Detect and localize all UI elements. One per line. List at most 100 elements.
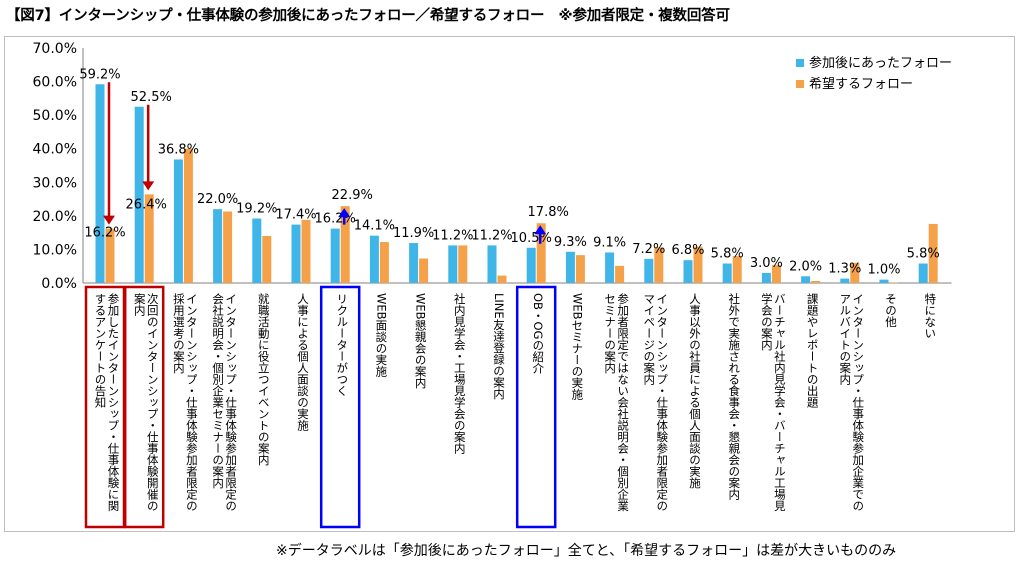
bar-actual-follow xyxy=(448,245,458,283)
bar-desired-follow xyxy=(379,242,389,283)
category-label: 課題やレポートの出題 xyxy=(806,292,820,409)
bar-desired-follow xyxy=(732,256,742,283)
category-label: するアンケートの告知 xyxy=(94,293,108,409)
bar-desired-follow xyxy=(693,246,703,283)
data-label-actual: 36.8% xyxy=(158,142,199,157)
category-label: バーチャル社内見学会・バーチャル工場見 xyxy=(773,293,787,512)
bar-actual-follow xyxy=(840,278,850,283)
data-label-actual: 59.2% xyxy=(79,67,120,82)
data-label-desired: 17.8% xyxy=(528,205,569,220)
data-label-actual: 14.1% xyxy=(354,219,395,234)
bar-actual-follow xyxy=(291,224,301,283)
data-label-actual: 3.0% xyxy=(750,256,783,271)
highlight-box xyxy=(319,285,361,529)
bar-desired-follow xyxy=(458,245,468,283)
bar-actual-follow xyxy=(252,218,262,283)
bar-actual-follow xyxy=(134,106,144,283)
bar-actual-follow xyxy=(722,263,732,283)
bar-desired-follow xyxy=(928,223,938,283)
bar-actual-follow xyxy=(526,247,536,283)
bar-desired-follow xyxy=(105,228,115,283)
data-label-actual: 22.0% xyxy=(197,192,238,207)
data-label-actual: 17.4% xyxy=(275,208,316,223)
category-label: WEB面談の実施 xyxy=(374,293,388,378)
y-tick-label: 40.0% xyxy=(33,142,77,158)
chart-title: 【図7】インターンシップ・仕事体験の参加後にあったフォロー／希望するフォロー ※… xyxy=(6,8,730,24)
y-tick-label: 60.0% xyxy=(33,75,77,91)
bar-actual-follow xyxy=(409,243,419,283)
category-label: OB・OGの紹介 xyxy=(531,293,545,374)
data-label-actual: 9.3% xyxy=(554,235,587,250)
category-label: アルバイトの案内 xyxy=(838,293,852,386)
category-label: 次回のインターンシップ・仕事体験開催の xyxy=(146,292,160,511)
arrow-up-head xyxy=(338,208,351,218)
category-label: 学会の案内 xyxy=(760,292,774,351)
category-label: 案内 xyxy=(133,292,147,317)
bar-desired-follow xyxy=(419,258,429,283)
category-label: インターンシップ・仕事体験参加者限定の xyxy=(185,293,199,512)
bar-desired-follow xyxy=(262,236,272,283)
data-label-actual: 5.8% xyxy=(907,247,940,262)
bar-actual-follow xyxy=(605,252,615,283)
bar-actual-follow xyxy=(565,251,575,283)
bar-actual-follow xyxy=(918,263,928,283)
bar-desired-follow xyxy=(183,148,193,283)
data-label-desired: 16.2% xyxy=(84,226,125,241)
category-label: 採用選考の案内 xyxy=(172,293,186,374)
category-label: 参加者限定ではない会社説明会・個別企業 xyxy=(616,292,630,511)
data-label-actual: 5.8% xyxy=(711,247,744,262)
arrow-down-head xyxy=(142,181,155,191)
bar-desired-follow xyxy=(340,206,350,283)
bar-desired-follow xyxy=(850,262,860,283)
bar-actual-follow xyxy=(369,235,379,283)
bar-desired-follow xyxy=(654,247,664,283)
y-tick-label: 10.0% xyxy=(33,242,77,258)
legend-label: 参加後にあったフォロー xyxy=(809,55,952,71)
bar-actual-follow xyxy=(801,276,811,283)
chart-frame: 0.0% 10.0% 20.0% 30.0% 40.0% 50.0% 60.0% 70.0% 5… xyxy=(4,36,1015,532)
y-tick-label: 50.0% xyxy=(33,108,77,124)
highlight-box xyxy=(123,285,165,529)
data-label-actual: 16.2% xyxy=(315,212,356,227)
y-tick-label: 20.0% xyxy=(33,209,77,225)
category-label: 特にない xyxy=(923,292,937,339)
chart-footnote: ※データラベルは「参加後にあったフォロー」全てと、「希望するフォロー」は差が大き… xyxy=(276,543,897,559)
bar-desired-follow xyxy=(497,275,507,283)
bar-actual-follow xyxy=(330,228,340,283)
y-tick-label: 0.0% xyxy=(41,276,77,292)
highlight-box xyxy=(515,285,557,529)
bar-actual-follow xyxy=(213,209,223,283)
data-label-actual: 19.2% xyxy=(236,202,277,217)
data-label-actual: 7.2% xyxy=(632,242,665,257)
category-label: LINE友達登録の案内 xyxy=(492,293,506,400)
category-label: 社内見学会・工場見学会の案内 xyxy=(453,292,467,455)
category-label: インターンシップ・仕事体験参加者限定の xyxy=(224,293,238,512)
category-label: マイページの案内 xyxy=(642,293,656,386)
data-label-actual: 2.0% xyxy=(789,259,822,274)
category-label: WEB懇親会の案内 xyxy=(414,293,428,389)
category-label: 就職活動に役立つイベントの案内 xyxy=(257,292,271,466)
bar-actual-follow xyxy=(173,159,183,283)
data-label-actual: 1.3% xyxy=(828,262,861,277)
y-tick-label: 30.0% xyxy=(33,175,77,191)
data-label-actual: 11.2% xyxy=(471,228,512,243)
data-label-desired: 26.4% xyxy=(126,197,167,212)
arrow-down-head xyxy=(103,215,115,225)
category-label: 社外で実施される食事会・懇親会の案内 xyxy=(727,292,741,501)
legend-swatch xyxy=(796,59,804,67)
category-label: 参加したインターンシップ・仕事体験に関 xyxy=(107,292,121,511)
bar-desired-follow xyxy=(301,219,311,283)
arrow-up-head xyxy=(534,225,547,235)
bar-chart: 0.0%10.0%20.0%30.0%40.0%50.0%60.0%70.0%5… xyxy=(33,41,952,529)
bar-desired-follow xyxy=(223,211,233,283)
data-label-desired: 22.9% xyxy=(332,188,373,203)
category-label: インターンシップ・仕事体験参加者限定の xyxy=(655,293,669,512)
bar-actual-follow xyxy=(487,245,497,283)
data-label-actual: 11.9% xyxy=(393,226,434,241)
category-label: その他 xyxy=(884,293,898,328)
bar-actual-follow xyxy=(761,272,771,283)
category-label: リクルーターがつく xyxy=(335,293,349,397)
data-label-actual: 9.1% xyxy=(593,235,626,250)
bar-desired-follow xyxy=(575,255,585,283)
bar-desired-follow xyxy=(144,194,154,283)
